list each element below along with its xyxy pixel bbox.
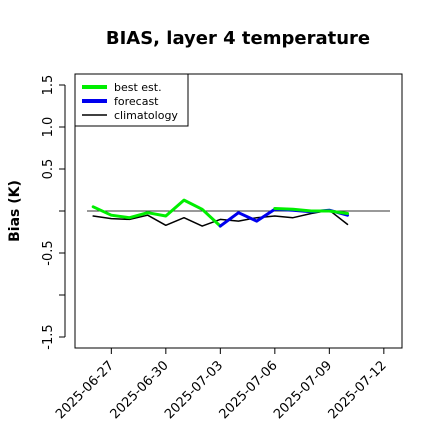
y-tick-label: -1.5: [41, 324, 56, 349]
legend-label: best est.: [114, 81, 162, 94]
best-est-series-line: [273, 207, 349, 215]
x-tick-label: 2025-07-12: [326, 358, 390, 422]
chart-title: BIAS, layer 4 temperature: [106, 28, 370, 49]
legend-label: forecast: [114, 95, 159, 108]
y-tick-label: 1.5: [41, 75, 56, 96]
y-axis: -1.5 -0.5 0.5 1.0 1.5: [41, 75, 66, 350]
x-axis: 2025-06-272025-06-302025-07-032025-07-06…: [53, 347, 390, 422]
y-tick-label: -0.5: [41, 240, 56, 265]
series-layer: [91, 198, 349, 228]
y-axis-label: Bias (K): [7, 180, 23, 242]
legend-box: [74, 73, 189, 127]
legend-label: climatology: [114, 109, 178, 122]
best-est-series-line: [91, 198, 222, 228]
climatology-series-line: [92, 209, 349, 227]
y-tick-label: 0.5: [41, 159, 56, 180]
y-tick-label: 1.0: [41, 117, 56, 138]
